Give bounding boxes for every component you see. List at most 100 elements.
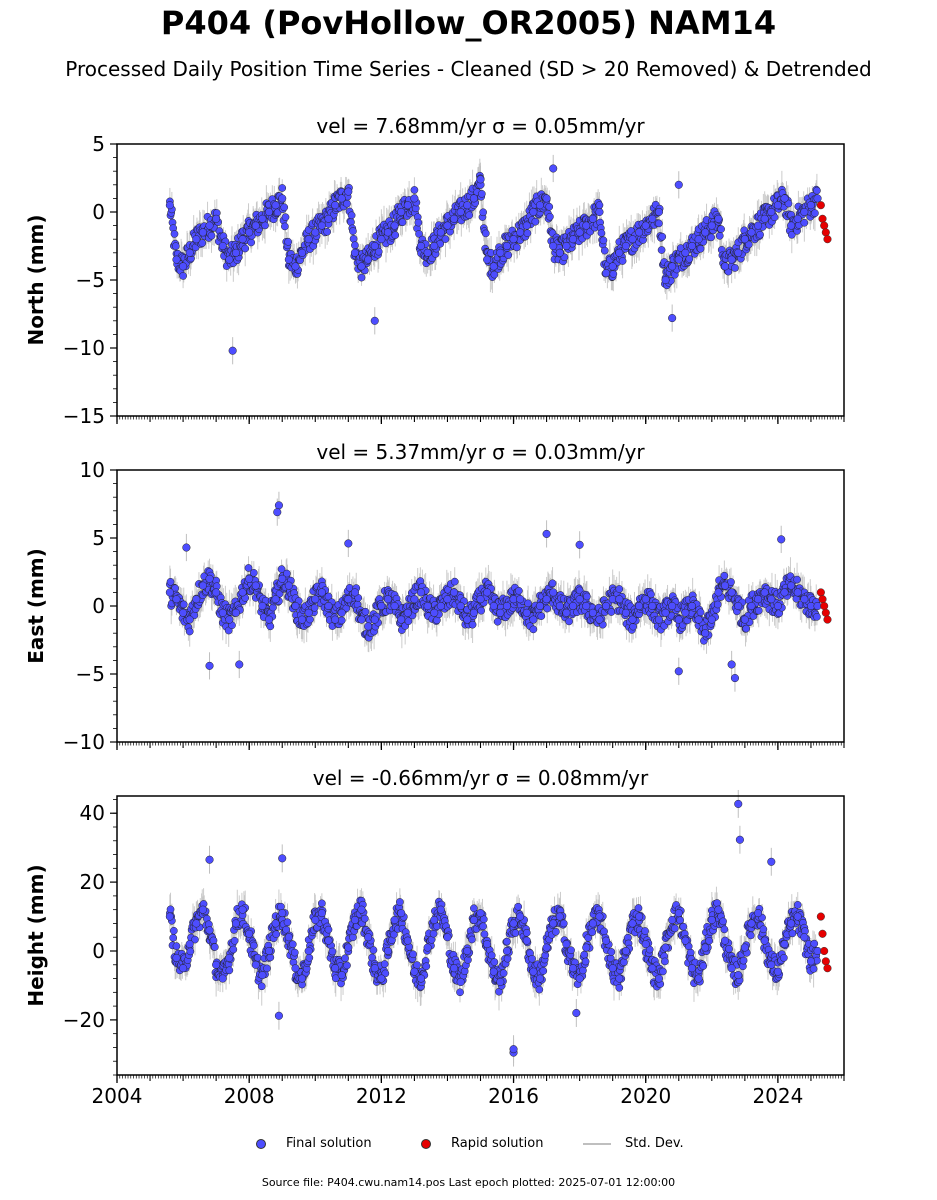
final-point [423, 248, 432, 257]
final-point [198, 581, 207, 590]
final-point [696, 244, 705, 253]
y-tick-label: −5 [76, 268, 105, 292]
final-point [179, 262, 188, 271]
rapid-point [821, 228, 830, 237]
final-point [179, 600, 188, 609]
final-point [284, 255, 293, 264]
final-point [595, 207, 604, 217]
final-point [483, 255, 492, 264]
final-point [185, 615, 194, 624]
final-point [713, 600, 722, 609]
final-point [694, 615, 703, 624]
final-point-outlier [235, 660, 244, 669]
final-point [720, 581, 730, 590]
final-point [477, 606, 486, 615]
final-point [179, 272, 187, 280]
final-point [317, 588, 326, 597]
final-point [390, 221, 399, 230]
final-point [542, 194, 551, 203]
final-point [441, 235, 450, 243]
final-point [479, 208, 487, 217]
final-point [687, 601, 697, 611]
final-point [654, 615, 663, 624]
final-point [403, 201, 412, 210]
final-point [668, 601, 677, 611]
final-point [304, 608, 313, 617]
final-point [707, 221, 716, 230]
panel-title: vel = 7.68mm/yr σ = 0.05mm/yr [316, 114, 645, 138]
final-point [231, 248, 241, 257]
y-tick-label: −5 [76, 662, 105, 686]
final-point [261, 221, 269, 230]
final-point [523, 229, 532, 238]
final-point [654, 207, 663, 217]
final-point [727, 255, 736, 264]
final-point [707, 615, 716, 624]
final-point [754, 606, 763, 615]
final-point [787, 581, 796, 590]
panel-title: vel = 5.37mm/yr σ = 0.03mm/yr [316, 440, 645, 464]
final-point [648, 601, 657, 611]
final-point [621, 608, 630, 617]
final-point [780, 588, 789, 597]
final-point [740, 235, 749, 244]
final-point-outlier [542, 529, 551, 538]
final-point [588, 608, 597, 617]
final-point [357, 262, 366, 271]
panel-1: 5 0 −5 −10 −15 vel = 7.68mm/yr σ = 0.05mm/yr N… [24, 114, 845, 428]
final-point [599, 236, 608, 245]
final-point [423, 601, 432, 611]
final-point [615, 595, 624, 604]
final-point [549, 588, 558, 597]
final-point [542, 595, 551, 604]
final-point [608, 262, 617, 271]
final-point [349, 234, 358, 243]
final-point [568, 235, 578, 244]
final-point [179, 608, 188, 617]
final-point [264, 207, 274, 217]
final-point [198, 239, 207, 247]
final-point [707, 233, 716, 242]
final-point [641, 221, 650, 230]
rapid-point [823, 615, 832, 624]
final-point [278, 194, 287, 203]
final-point [165, 588, 174, 597]
final-point [397, 615, 406, 624]
final-point [245, 228, 254, 237]
final-point [430, 608, 439, 617]
final-point [410, 595, 419, 604]
final-point-outlier [674, 180, 683, 189]
y-tick-label: −10 [63, 336, 105, 360]
final-point [694, 235, 703, 244]
rapid-point [821, 608, 830, 617]
final-point [331, 201, 340, 210]
final-point [583, 592, 591, 601]
final-point [218, 608, 227, 617]
final-point [502, 241, 511, 251]
final-point [469, 194, 478, 203]
final-point [337, 616, 346, 625]
final-point [562, 241, 571, 251]
final-point [278, 184, 287, 192]
final-point [575, 595, 584, 604]
final-point [304, 235, 313, 244]
final-point [403, 608, 412, 617]
final-point-outlier [344, 539, 353, 548]
final-point-outlier [730, 674, 740, 683]
final-point [595, 615, 604, 624]
final-point [350, 588, 359, 597]
final-point [323, 227, 332, 236]
final-point [165, 201, 174, 210]
final-point [681, 608, 690, 617]
final-point [390, 601, 399, 611]
final-point [245, 574, 254, 583]
final-point [513, 243, 521, 252]
final-point [410, 194, 419, 203]
final-point [415, 230, 423, 238]
final-point [615, 248, 624, 257]
final-point [568, 601, 578, 611]
final-point [655, 219, 663, 228]
final-point [377, 601, 386, 611]
final-point [225, 615, 234, 624]
final-point [212, 214, 221, 223]
